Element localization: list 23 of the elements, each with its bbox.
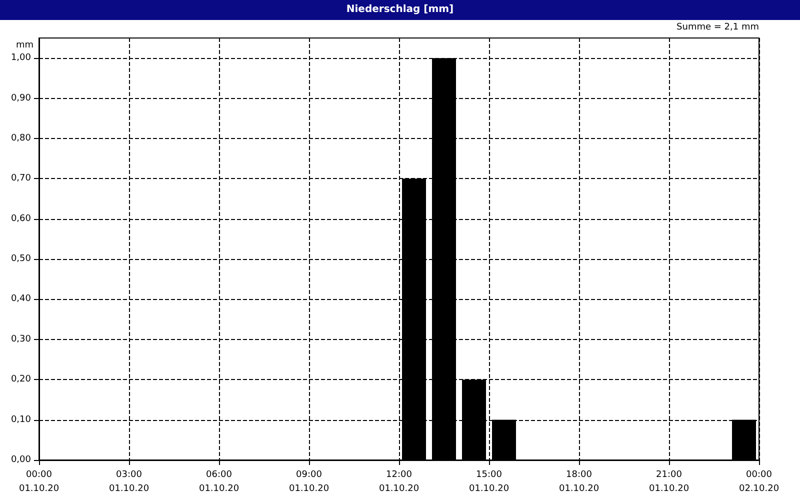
x-tick-label: 03:00 01.10.20	[108, 470, 150, 494]
y-tick-label: 0,60	[10, 214, 32, 224]
y-tick-label: 0,50	[10, 254, 32, 264]
y-axis-title: mm	[16, 40, 34, 50]
chart-title: Niederschlag [mm]	[0, 0, 800, 20]
y-tick-label: 0,80	[10, 133, 32, 144]
x-tick-label: 15:00 01.10.20	[468, 470, 510, 494]
y-tick-label: 0,90	[10, 93, 32, 104]
text: Summe = 2,1 mm	[676, 22, 760, 32]
y-tick-label: 0,20	[10, 374, 32, 385]
x-tick-label: 12:00 01.10.20	[378, 470, 420, 494]
y-tick-label: 0,10	[10, 414, 32, 425]
y-tick-label: 0,40	[10, 294, 32, 304]
x-tick-label: 18:00 01.10.20	[558, 470, 600, 494]
x-tick-label: 21:00 01.10.20	[648, 470, 690, 494]
y-tick-label: 0,70	[10, 174, 32, 184]
x-tick-label: 06:00 01.10.20	[198, 470, 240, 494]
y-tick-label: 1,00	[10, 53, 32, 64]
x-tick-label: 09:00 01.10.20	[288, 470, 330, 494]
y-tick-label: 0,00	[10, 455, 32, 465]
x-tick-label: 00:00 02.10.20	[738, 470, 780, 494]
y-tick-label: 0,30	[10, 334, 32, 344]
x-tick-label: 00:00 01.10.20	[18, 470, 60, 494]
